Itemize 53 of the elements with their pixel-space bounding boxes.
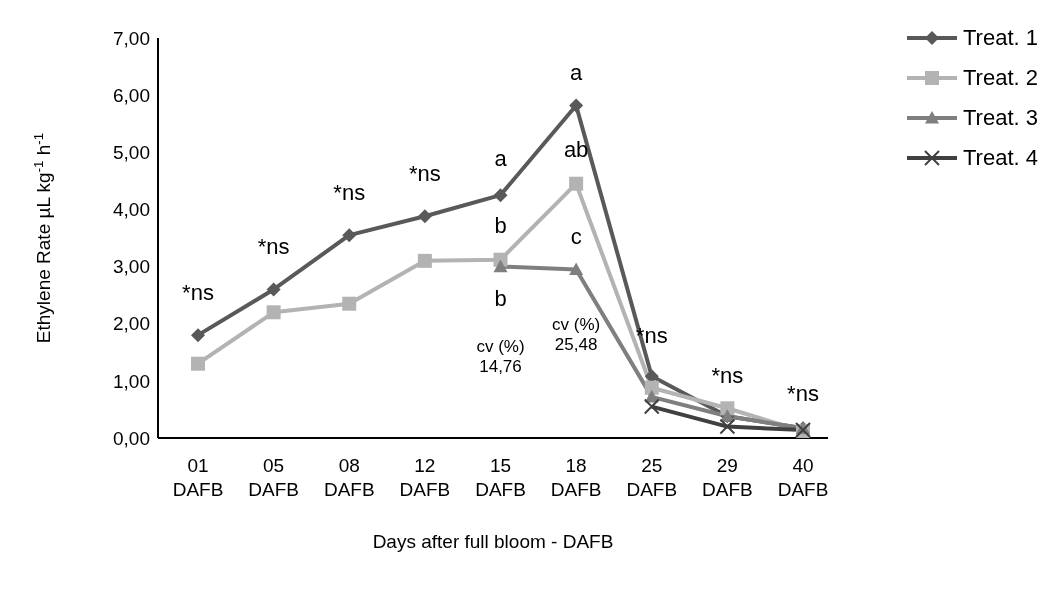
y-tick-label: 2,00 — [113, 313, 150, 335]
annotation: b — [494, 212, 507, 238]
point — [493, 259, 508, 273]
annotation: *ns — [257, 234, 290, 260]
x-tick-label: 18 DAFB — [550, 455, 602, 500]
point — [644, 380, 659, 395]
x-tick-label: 05 DAFB — [248, 455, 299, 500]
y-tick-label: 1,00 — [113, 370, 150, 392]
y-tick-label: 4,00 — [113, 199, 150, 221]
x-tick-label: 01 DAFB — [172, 455, 224, 500]
x-tick-label: 29 DAFB — [702, 455, 753, 500]
annotation: b — [494, 285, 507, 311]
legend-label: Treat. 3 — [963, 105, 1038, 131]
annotation: c — [570, 224, 582, 250]
point — [266, 305, 281, 320]
point — [191, 328, 205, 343]
x-axis-title: Days after full bloom - DAFB — [372, 531, 614, 552]
point — [417, 253, 432, 268]
annotation: *ns — [182, 280, 214, 306]
x-tick-label: 25 DAFB — [626, 455, 678, 500]
point — [569, 98, 584, 113]
legend-label: Treat. 1 — [963, 25, 1038, 51]
point — [493, 188, 508, 203]
x-tick-label: 08 DAFB — [323, 455, 375, 500]
x-tick-label: 12 DAFB — [399, 455, 451, 500]
annotation: *ns — [408, 161, 441, 187]
point — [720, 401, 735, 416]
point — [342, 228, 357, 243]
x-tick-label: 15 DAFB — [475, 455, 526, 500]
annotation: a — [494, 146, 508, 172]
y-tick-label: 5,00 — [113, 142, 150, 164]
point — [719, 418, 736, 435]
point — [569, 176, 584, 191]
annotation: a — [570, 60, 583, 86]
point — [417, 209, 432, 224]
annotation: cv (%) 25,48 — [552, 315, 601, 355]
point — [643, 398, 660, 415]
annotation: ab — [563, 136, 589, 162]
annotation: cv (%) 14,76 — [476, 336, 525, 376]
point — [266, 282, 281, 297]
legend-label: Treat. 4 — [963, 145, 1038, 171]
point — [191, 356, 205, 371]
x-tick-label: 40 DAFB — [777, 455, 829, 500]
annotation: *ns — [711, 363, 744, 389]
annotation: *ns — [787, 381, 819, 407]
legend-label: Treat. 2 — [963, 65, 1038, 91]
point — [569, 262, 584, 276]
annotation: *ns — [333, 180, 366, 206]
y-tick-label: 3,00 — [113, 256, 150, 278]
y-tick-label: 0,00 — [113, 427, 150, 449]
y-tick-label: 6,00 — [113, 84, 150, 106]
y-tick-label: 7,00 — [113, 27, 150, 49]
point — [342, 296, 357, 311]
